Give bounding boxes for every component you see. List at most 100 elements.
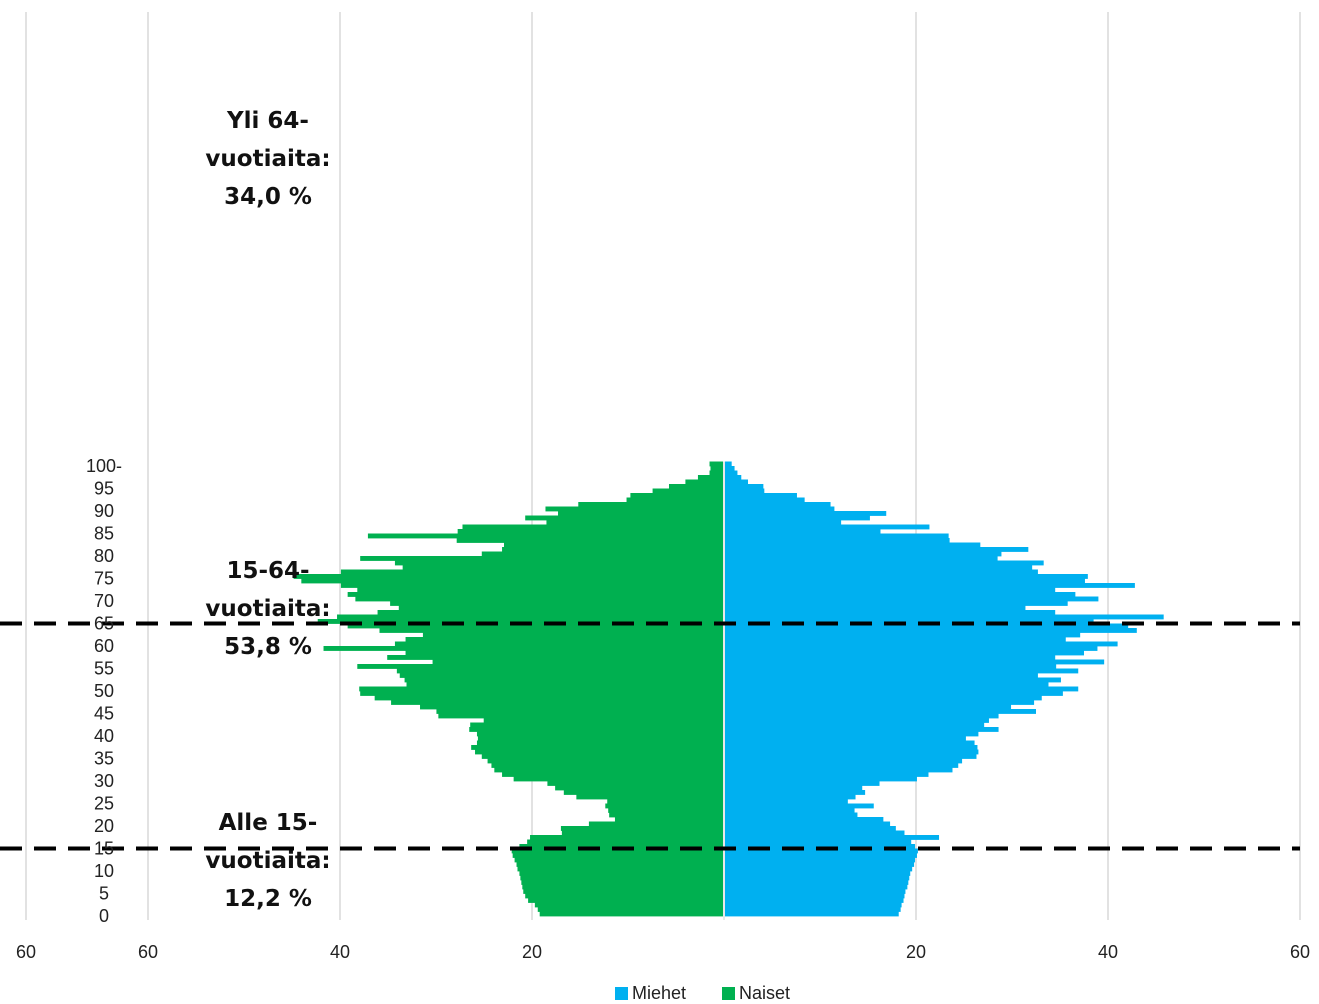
bar-miehet: [724, 790, 866, 795]
group-annotations: Yli 64- vuotiaita: 34,0 % 15-64- vuotiaita: 5…: [205, 108, 330, 912]
bar-naiset: [525, 893, 724, 899]
bar-naiset: [491, 763, 724, 768]
bar-naiset: [481, 551, 724, 557]
bar-miehet: [724, 470, 738, 476]
bar-naiset: [555, 785, 724, 791]
y-tick-label: 75: [94, 569, 114, 589]
bar-naiset: [614, 817, 724, 822]
bar-miehet: [724, 475, 742, 480]
bar-miehet: [724, 740, 975, 746]
bar-naiset: [432, 659, 724, 665]
bar-naiset: [513, 776, 724, 782]
bar-naiset: [367, 533, 724, 539]
bar-naiset: [605, 803, 724, 809]
bar-miehet: [724, 686, 1079, 692]
bar-naiset: [390, 601, 724, 606]
bar-naiset: [405, 637, 724, 642]
group-annotation-line: Alle 15-: [219, 810, 318, 836]
bar-miehet: [724, 515, 870, 521]
bar-naiset: [563, 790, 724, 795]
bar-miehet: [724, 506, 835, 512]
y-tick-label: 40: [94, 726, 114, 746]
y-tick-label: 30: [94, 771, 114, 791]
bar-naiset: [668, 484, 724, 489]
bar-naiset: [578, 502, 724, 507]
legend-swatch: [722, 987, 735, 1000]
bar-naiset: [436, 709, 724, 714]
bar-naiset: [323, 646, 724, 651]
bar-naiset: [519, 844, 724, 849]
bar-miehet: [724, 547, 1029, 552]
bar-naiset: [545, 506, 724, 512]
bar-miehet: [724, 736, 966, 741]
bar-miehet: [724, 646, 1098, 651]
x-tick-label: 40: [1098, 942, 1118, 962]
bar-naiset: [396, 668, 724, 674]
bar-naiset: [469, 727, 724, 732]
bar-naiset: [521, 880, 724, 885]
bar-naiset: [470, 722, 724, 728]
x-tick-label: 20: [906, 942, 926, 962]
bar-miehet: [724, 808, 855, 813]
bar-miehet: [724, 479, 748, 485]
bar-miehet: [724, 578, 1085, 584]
bar-naiset: [558, 511, 724, 516]
bar-naiset: [534, 902, 724, 908]
bar-miehet: [724, 650, 1084, 656]
bar-miehet: [724, 821, 891, 827]
bar-naiset: [471, 745, 724, 750]
bar-miehet: [724, 569, 1038, 575]
bar-miehet: [724, 844, 916, 849]
bar-miehet: [724, 776, 917, 782]
bar-naiset: [561, 830, 724, 836]
bar-miehet: [724, 803, 874, 809]
bar-naiset: [402, 565, 724, 570]
bar-miehet: [724, 461, 732, 467]
bar-naiset: [476, 731, 724, 737]
bar-naiset: [377, 610, 724, 615]
bar-miehet: [724, 848, 918, 854]
bar-naiset: [379, 628, 724, 633]
bar-miehet: [724, 520, 842, 525]
bar-miehet: [724, 718, 989, 723]
bar-miehet: [724, 781, 880, 786]
bar-miehet: [724, 605, 1026, 611]
bar-naiset: [525, 515, 724, 521]
legend-swatch: [615, 987, 628, 1000]
bars: [293, 461, 1164, 917]
bar-naiset: [626, 497, 724, 503]
bar-naiset: [374, 695, 724, 701]
bar-naiset: [502, 547, 724, 552]
bar-miehet: [724, 565, 1033, 570]
bar-miehet: [724, 641, 1118, 647]
y-tick-label: 10: [94, 861, 114, 881]
bar-miehet: [724, 745, 978, 750]
bar-naiset: [630, 493, 724, 498]
bar-naiset: [483, 718, 724, 723]
bar-miehet: [724, 794, 856, 800]
group-annotation-line: 53,8 %: [224, 634, 312, 660]
bar-naiset: [487, 758, 724, 764]
bar-naiset: [547, 781, 724, 786]
y-tick-label: 60: [94, 636, 114, 656]
x-tick-label: 60: [1290, 942, 1310, 962]
bar-miehet: [724, 556, 998, 561]
bar-naiset: [608, 808, 724, 813]
bar-naiset: [503, 542, 724, 548]
y-tick-label: 80: [94, 546, 114, 566]
bar-miehet: [724, 695, 1042, 701]
y-tick-label: 55: [94, 659, 114, 679]
bar-naiset: [588, 821, 724, 827]
bar-naiset: [462, 524, 724, 530]
bar-naiset: [514, 857, 724, 863]
group-annotation-line: 34,0 %: [224, 184, 312, 210]
bar-miehet: [724, 866, 913, 872]
bar-miehet: [724, 857, 916, 863]
bar-miehet: [724, 785, 863, 791]
bar-miehet: [724, 812, 858, 818]
bar-naiset: [406, 682, 724, 687]
bar-naiset: [456, 538, 724, 543]
bar-miehet: [724, 484, 764, 489]
bar-miehet: [724, 758, 963, 764]
bar-miehet: [724, 596, 1099, 602]
